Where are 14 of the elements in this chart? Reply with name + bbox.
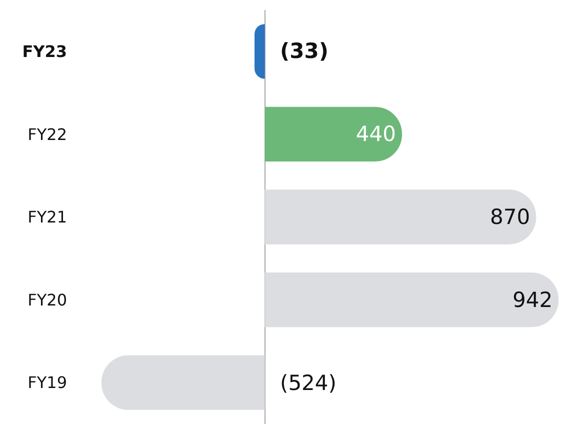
bar — [264, 272, 559, 328]
y-tick-label: FY21 — [28, 208, 67, 227]
y-tick-label: FY23 — [22, 42, 67, 61]
y-tick-label: FY22 — [28, 124, 67, 144]
data-label: (33) — [280, 39, 328, 63]
y-tick-label: FY20 — [28, 290, 67, 310]
bar — [101, 355, 265, 410]
data-label: 440 — [356, 122, 396, 146]
bar — [264, 190, 536, 244]
bar — [264, 106, 402, 162]
data-label: 942 — [512, 288, 553, 312]
data-label: (524) — [280, 371, 336, 395]
data-label: 870 — [490, 205, 530, 229]
y-tick-label: FY19 — [28, 373, 67, 392]
